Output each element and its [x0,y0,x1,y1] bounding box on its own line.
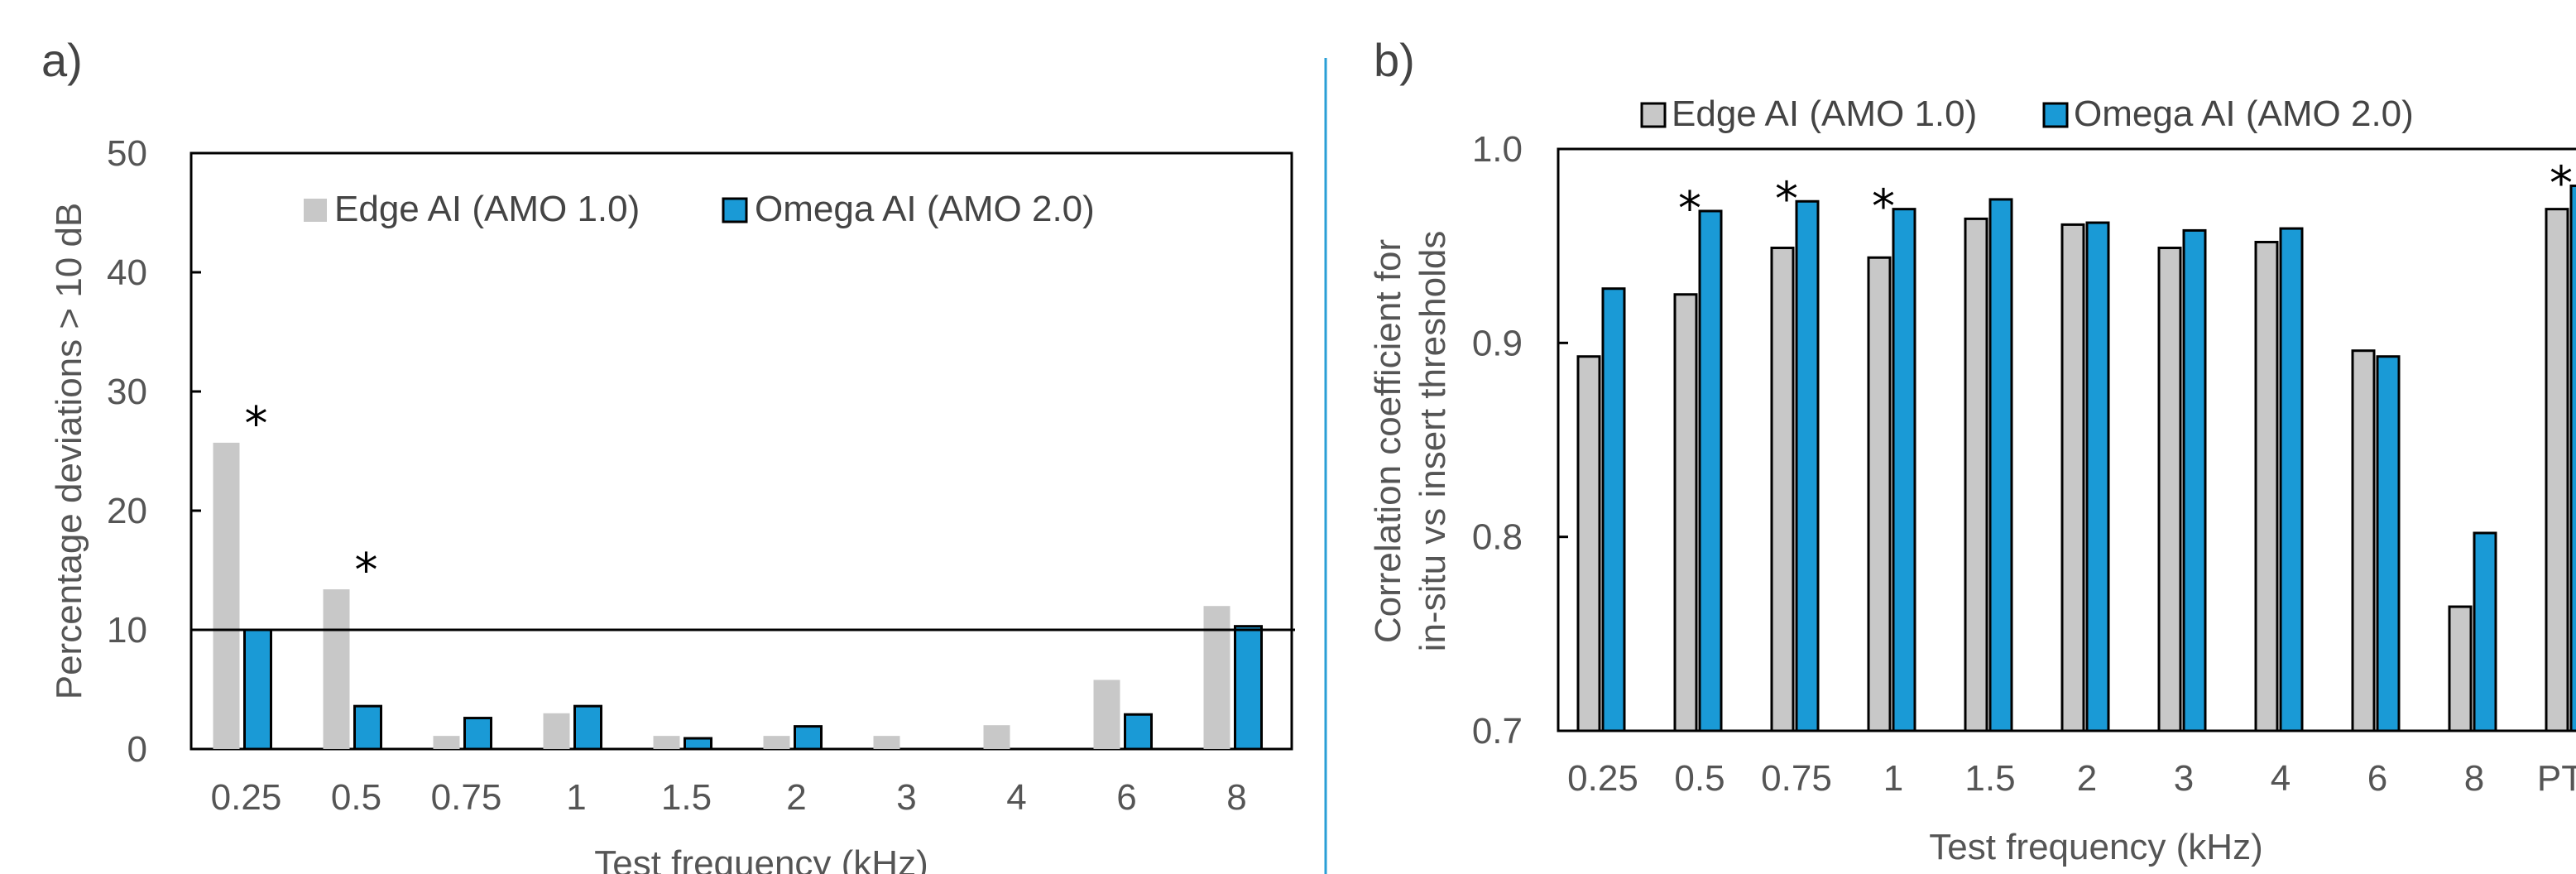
y-tick-label: 0 [127,729,147,770]
bar-edge [1964,217,1988,732]
bar-omega [1234,625,1263,751]
bar-omega [794,725,823,751]
y-tick-label: 30 [107,372,147,412]
bar-omega [573,704,602,751]
legend-swatch-edge-a [304,199,327,222]
legend-swatch-edge-b [1640,102,1667,128]
significance-star: * [2550,157,2573,211]
y-tick-label: 40 [107,252,147,293]
significance-star: * [1775,172,1798,226]
y-axis-label-b-line1: Correlation coefficient for [1368,239,1408,643]
legend-a: Edge AI (AMO 1.0) Omega AI (AMO 2.0) [304,189,1095,229]
x-tick-label: 1 [1883,758,1903,799]
legend-swatch-omega-b [2042,102,2069,128]
x-tick-label: PTA [2537,758,2576,799]
bar-omega [1601,287,1626,732]
significance-star: * [1678,182,1701,236]
panel-label-b: b) [1374,34,1415,86]
x-tick-label: 1 [566,777,586,818]
x-tick-label: 4 [1006,777,1026,818]
bar-edge [1203,606,1230,749]
bar-omega [1698,209,1723,732]
x-tick-label: 3 [896,777,916,818]
y-axis-label-b-line2: in-situ vs insert thresholds [1413,231,1453,652]
legend-swatch-omega-a [722,197,748,223]
x-tick-label: 0.25 [1567,758,1638,799]
legend-b: Edge AI (AMO 1.0) Omega AI (AMO 2.0) [1640,94,2414,134]
significance-star: * [245,397,268,451]
x-tick-label: 8 [1226,777,1246,818]
bar-omega [1795,199,1820,732]
bar-edge [763,736,790,749]
x-tick-label: 3 [2174,758,2194,799]
x-tick-label: 2 [2077,758,2097,799]
bar-omega [1892,208,1916,732]
x-tick-label: 0.75 [431,777,502,818]
x-tick-label: 2 [786,777,806,818]
bar-omega [463,717,492,751]
bar-edge [2060,223,2085,732]
bar-edge [2351,349,2376,732]
bar-omega [2182,228,2207,732]
chart-b: b) 0.70.80.91.0 0.250.50.7511.523468PTA … [1368,34,2576,867]
bar-edge [653,736,680,749]
x-tick-label: 0.25 [211,777,282,818]
x-tick-label: 1.5 [661,777,712,818]
bar-edge [1770,247,1795,732]
bar-edge [2448,605,2473,732]
bar-edge [1093,680,1120,749]
y-tick-label: 0.9 [1472,323,1523,363]
significance-star: * [355,544,378,598]
plot-frame-a [189,151,1293,751]
bar-omega [684,737,712,751]
legend-label-edge-a: Edge AI (AMO 1.0) [334,189,640,229]
x-axis-label-a: Test frequency (kHz) [594,843,928,874]
bar-edge [213,442,240,749]
bar-edge [1576,355,1601,732]
bar-edge [1673,293,1698,732]
bar-edge [873,736,900,749]
y-tick-label: 0.7 [1472,711,1523,752]
x-tick-label: 0.75 [1761,758,1832,799]
legend-label-omega-a: Omega AI (AMO 2.0) [755,189,1095,229]
x-tick-label: 4 [2271,758,2291,799]
bar-edge [1867,256,1892,732]
bar-edge [543,713,570,749]
bar-omega [353,704,382,751]
bar-edge [2157,247,2182,732]
y-tick-label: 50 [107,133,147,174]
significance-star: * [1872,180,1895,234]
legend-label-edge-b: Edge AI (AMO 1.0) [1672,94,1977,134]
x-tick-label: 6 [1116,777,1136,818]
bar-omega [2279,227,2304,732]
bar-omega [1988,198,2013,732]
x-tick-label: 0.5 [1674,758,1725,799]
x-tick-label: 1.5 [1964,758,2015,799]
x-tick-label: 0.5 [331,777,381,818]
bar-edge [983,725,1010,749]
y-tick-label: 10 [107,610,147,651]
y-tick-label: 1.0 [1472,129,1523,170]
bar-edge [2545,208,2569,732]
x-tick-label: 6 [2367,758,2387,799]
bar-omega [243,628,272,751]
bar-omega [2085,221,2110,732]
bar-omega [2376,355,2401,732]
bar-omega [2473,531,2497,732]
y-tick-label: 0.8 [1472,517,1523,558]
panel-label-a: a) [41,34,83,86]
chart-a: a) 0 10 20 30 40 50 0.25 0.5 0.75 1 1.5 2 3 4 6 8 * * T… [41,34,1295,874]
bar-omega [1124,713,1153,751]
y-tick-label: 20 [107,491,147,531]
bar-edge [2254,240,2279,732]
legend-label-omega-b: Omega AI (AMO 2.0) [2074,94,2414,134]
bar-edge [433,736,460,749]
bar-edge [323,589,350,749]
y-axis-label-a: Percentage deviations > 10 dB [49,203,89,700]
bar-omega [2569,185,2576,732]
x-axis-label-b: Test frequency (kHz) [1929,827,2262,867]
x-tick-label: 8 [2464,758,2484,799]
